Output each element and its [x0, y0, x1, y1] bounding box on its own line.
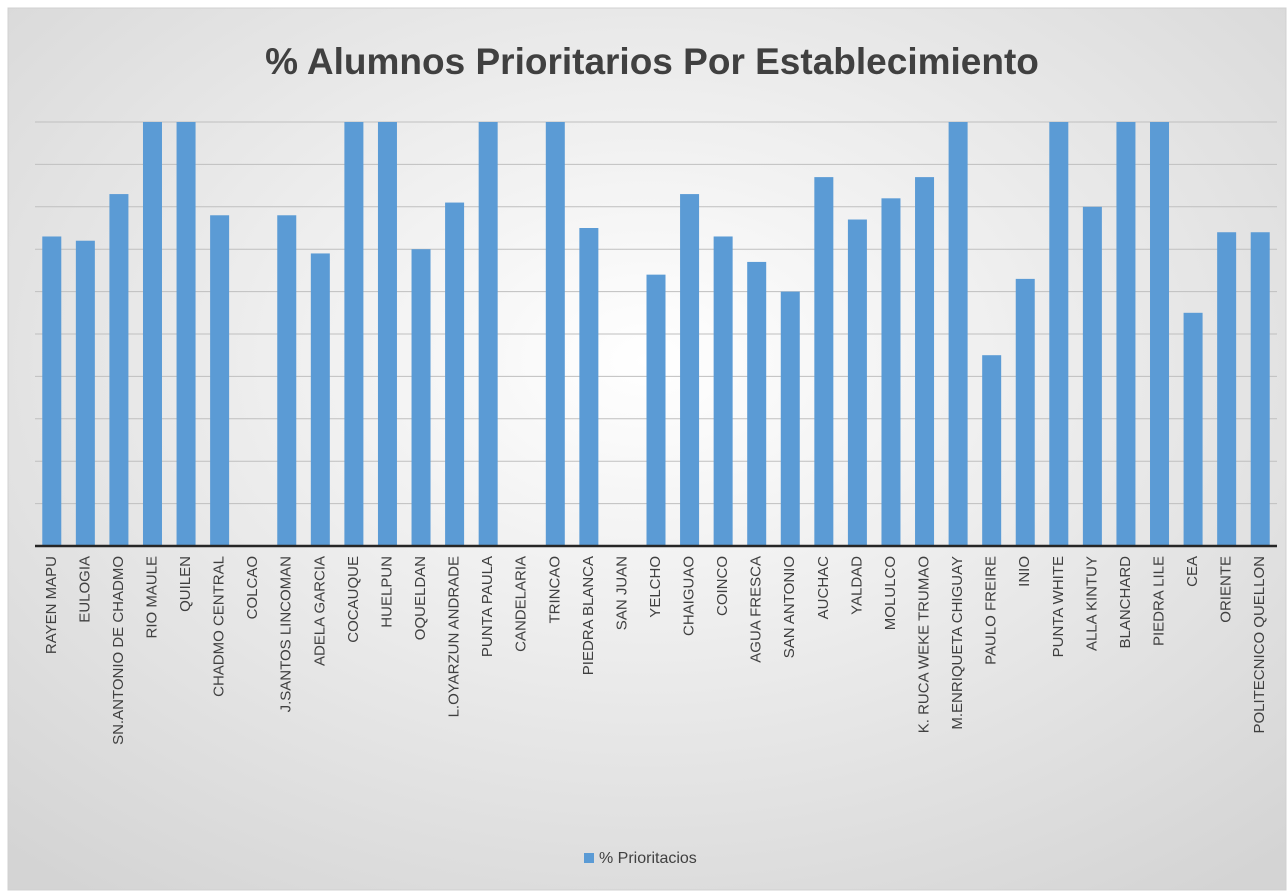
x-tick-label: COINCO [714, 556, 731, 616]
x-tick-label: ADELA GARCIA [311, 556, 328, 666]
x-tick-label: BLANCHARD [1117, 556, 1134, 649]
x-tick-label: INIO [1016, 556, 1033, 587]
bar [982, 355, 1002, 546]
x-tick-label: SAN JUAN [613, 556, 630, 630]
x-tick-label: M.ENRIQUETA CHIGUAY [949, 556, 966, 730]
x-tick-label: SAN ANTONIO [781, 556, 798, 658]
x-tick-label: YELCHO [647, 556, 664, 618]
bar [142, 122, 162, 546]
bar [1015, 278, 1035, 546]
bar [478, 122, 498, 546]
x-tick-label: QUILEN [177, 556, 194, 612]
bar [42, 236, 62, 547]
bar [1250, 232, 1270, 547]
x-tick-label: OQUELDAN [412, 556, 429, 640]
bar [344, 122, 364, 546]
bar [1217, 232, 1237, 547]
x-tick-label: PIEDRA BLANCA [580, 556, 597, 675]
x-tick-label: COLCAO [244, 556, 261, 619]
x-tick-label: K. RUCA WEKE TRUMAO [916, 556, 933, 733]
x-tick-label: J.SANTOS LINCOMAN [278, 556, 295, 712]
bar [1150, 122, 1170, 546]
bar [780, 291, 800, 546]
x-tick-label: MOLULCO [882, 556, 899, 630]
bar [1183, 312, 1203, 546]
bar [881, 198, 901, 546]
x-tick-label: CHAIGUAO [681, 556, 698, 636]
bar [277, 215, 297, 546]
legend-label: % Prioritacios [599, 850, 697, 867]
bar [646, 274, 666, 546]
x-tick-label: EULOGIA [76, 556, 93, 623]
x-tick-label: PIEDRA LILE [1150, 556, 1167, 646]
bar [445, 202, 465, 546]
bar [680, 194, 700, 546]
x-tick-label: POLITECNICO QUELLON [1251, 556, 1268, 734]
x-tick-label: HUELPUN [378, 556, 395, 628]
x-tick-label: YALDAD [848, 556, 865, 615]
bar [1049, 122, 1069, 546]
bar [1082, 206, 1102, 547]
x-tick-label: L.OYARZUN ANDRADE [446, 556, 463, 717]
bar [579, 228, 599, 546]
x-tick-label: COCAUQUE [345, 556, 362, 643]
x-tick-label: PAULO FREIRE [983, 556, 1000, 665]
x-tick-label: CEA [1184, 556, 1201, 587]
x-tick-label: RIO MAULE [143, 556, 160, 639]
x-tick-label: CANDELARIA [513, 556, 530, 652]
x-tick-label: SN.ANTONIO DE CHADMO [110, 556, 127, 745]
bar [310, 253, 330, 546]
x-tick-label: RAYEN MAPU [43, 556, 60, 654]
x-tick-label: ORIENTE [1218, 556, 1235, 623]
legend-swatch [584, 853, 594, 863]
bar [847, 219, 867, 546]
bar [545, 122, 565, 546]
x-tick-label: ALLA KINTUY [1083, 556, 1100, 651]
bar [948, 122, 968, 546]
bar [814, 177, 834, 546]
bar [176, 122, 196, 546]
bar [713, 236, 733, 547]
bar [75, 240, 95, 546]
bar [915, 177, 935, 546]
bar [747, 261, 767, 546]
bar [109, 194, 129, 546]
x-tick-label: TRINCAO [546, 556, 563, 624]
bar [411, 249, 431, 546]
x-tick-label: PUNTA PAULA [479, 556, 496, 657]
x-tick-label: CHADMO CENTRAL [211, 556, 228, 697]
bar [1116, 122, 1136, 546]
bar [377, 122, 397, 546]
x-tick-label: AUCHAC [815, 556, 832, 620]
x-tick-label: AGUA FRESCA [748, 556, 765, 663]
chart-title: % Alumnos Prioritarios Por Establecimien… [265, 41, 1039, 82]
x-tick-label: PUNTA WHITE [1050, 556, 1067, 657]
bar [210, 215, 230, 546]
